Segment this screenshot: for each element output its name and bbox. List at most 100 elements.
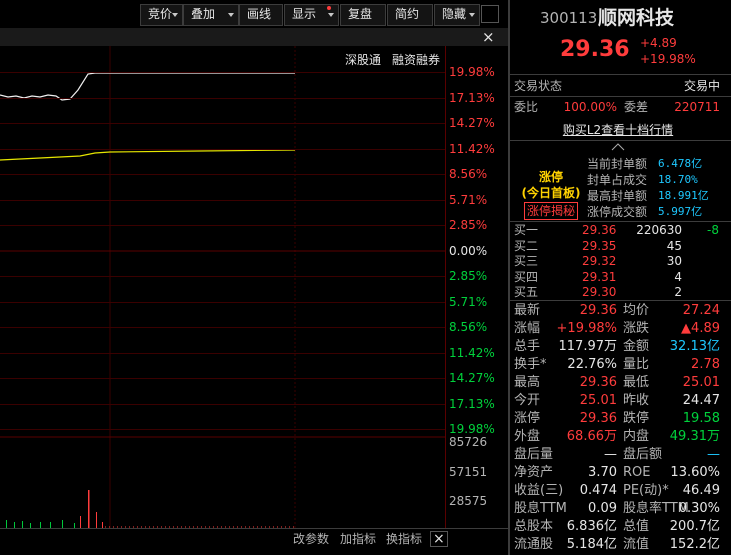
toolbar-button[interactable] [340, 4, 386, 26]
book-volume: 30 [666, 254, 682, 268]
grid-line [0, 403, 445, 405]
limit-button[interactable]: 涨停揭秘 [523, 202, 579, 220]
dropdown-arrow[interactable] [328, 13, 334, 17]
toolbar-button-label[interactable]: 隐藏 [442, 7, 467, 21]
toolbar-button[interactable] [434, 4, 480, 26]
diff-value: 220711 [674, 100, 720, 114]
footer-divider [0, 528, 508, 529]
notice-dot[interactable] [327, 6, 331, 10]
stat-value: 29.36 [579, 411, 617, 426]
change: +4.89 [640, 36, 677, 50]
limit-stat-label: 封单占成交 [587, 173, 648, 187]
price-axis-label: 0.00% [449, 243, 488, 258]
price: 29.36 [560, 37, 630, 62]
book-level: 买一 [514, 223, 539, 237]
toolbar-button-label[interactable]: 显示 [292, 7, 317, 21]
stat-label: 涨停 [514, 411, 541, 426]
stat-label: 股息率TTM [623, 501, 689, 516]
price-axis-label: 5.71% [449, 294, 488, 309]
stat-value: 32.13亿 [669, 339, 720, 354]
stat-label: PE(动)* [623, 483, 669, 498]
dropdown-arrow[interactable] [469, 13, 475, 17]
tag[interactable]: 融资融券 [392, 53, 441, 67]
limit-stat-label: 最高封单额 [587, 189, 648, 203]
footer-close[interactable]: × [430, 531, 448, 547]
toolbar-button[interactable] [387, 4, 433, 26]
stat-label: 总手 [514, 339, 541, 354]
toolbar-button-label[interactable]: 竞价 [148, 7, 173, 21]
dropdown-arrow[interactable] [228, 13, 234, 17]
stat-label: 流值 [623, 537, 650, 552]
grid-line [0, 301, 445, 303]
stat-value: 13.60% [670, 465, 720, 480]
book-price: 29.30 [582, 285, 617, 299]
toolbar-button[interactable] [239, 4, 283, 26]
book-level: 买二 [514, 238, 539, 253]
book-price: 29.36 [582, 223, 617, 237]
fullscreen-icon[interactable] [481, 5, 499, 23]
limit-stat-value: 6.478亿 [658, 157, 703, 170]
volume-bars-up [80, 490, 103, 528]
stat-label: 总值 [623, 519, 650, 534]
price-axis-label: 19.98% [449, 65, 495, 79]
book-volume: 45 [666, 238, 682, 253]
average-line [0, 149, 296, 161]
stat-label: 净资产 [514, 465, 554, 480]
book-change: -8 [707, 223, 719, 237]
stock-code: 300113 [540, 9, 598, 27]
toolbar-button-label[interactable]: 复盘 [348, 7, 373, 21]
limit-subtitle: (今日首板) [521, 186, 581, 200]
stat-label: 外盘 [514, 429, 541, 444]
stat-label: 均价 [623, 303, 650, 318]
grid-line [0, 352, 445, 354]
volume-axis-label: 28575 [449, 494, 488, 508]
stat-value: 0.30% [678, 501, 720, 516]
book-price: 29.35 [582, 238, 617, 253]
stat-value: — [707, 447, 720, 462]
dropdown-arrow[interactable] [172, 13, 178, 17]
stat-label: ROE [623, 465, 651, 480]
toolbar-button-label[interactable]: 简约 [395, 7, 420, 21]
divider [508, 221, 731, 222]
footer-button[interactable]: 换指标 [386, 532, 423, 546]
stat-value: 24.47 [682, 393, 720, 408]
footer-button[interactable]: 改参数 [293, 532, 330, 546]
limit-stat-value: 18.70% [658, 173, 698, 186]
tag[interactable]: 深股通 [345, 53, 382, 67]
toolbar-button[interactable] [140, 4, 183, 26]
stat-value: 25.01 [682, 375, 720, 390]
stat-label: 跌停 [623, 411, 650, 426]
stat-value: 6.836亿 [566, 519, 617, 534]
l2-link[interactable]: 购买L2查看十档行情 [562, 123, 674, 137]
book-volume: 2 [674, 285, 682, 299]
close-icon[interactable]: × [482, 28, 495, 46]
stat-label: 今开 [514, 393, 541, 408]
stat-label: 昨收 [623, 393, 650, 408]
grid-line [0, 72, 445, 73]
price-line [0, 72, 295, 101]
limit-stat-label: 当前封单额 [587, 157, 648, 171]
toolbar-button[interactable] [284, 4, 339, 26]
stat-value: 117.97万 [558, 339, 618, 354]
stock-name: 顺网科技 [598, 7, 675, 29]
stat-value: 0.474 [579, 483, 617, 498]
price-axis-label: 14.27% [449, 371, 495, 385]
status-value: 交易中 [683, 79, 720, 93]
collapse-arrow[interactable] [608, 141, 628, 153]
price-axis-label: 17.13% [449, 90, 495, 105]
toolbar-button-label[interactable]: 叠加 [191, 7, 216, 21]
price-axis-label: 2.85% [449, 269, 488, 283]
toolbar-button[interactable] [183, 4, 239, 26]
stat-label: 换手* [514, 357, 547, 372]
stat-value: ▲4.89 [681, 321, 720, 336]
toolbar-button-label[interactable]: 画线 [247, 7, 272, 21]
stat-value: — [604, 447, 617, 462]
stat-label: 收益(三) [514, 483, 564, 498]
stat-value: 49.31万 [669, 429, 720, 444]
ratio-value: 100.00% [563, 100, 617, 114]
divider [508, 96, 731, 97]
price-axis-label: 8.56% [449, 167, 488, 181]
intraday-chart [0, 46, 445, 528]
footer-button[interactable]: 加指标 [340, 532, 377, 546]
